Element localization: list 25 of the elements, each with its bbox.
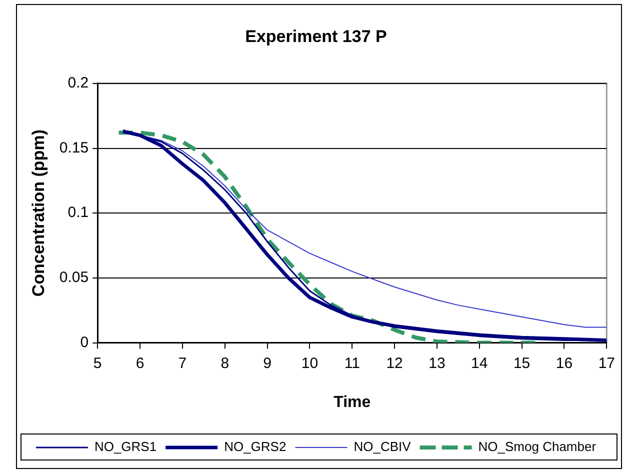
x-tick-label: 17 bbox=[598, 354, 615, 372]
y-tick-label: 0.05 bbox=[59, 269, 89, 286]
y-tick-label: 0.15 bbox=[59, 139, 89, 156]
y-axis-title: Concentration (ppm) bbox=[28, 130, 48, 297]
x-tick-label: 6 bbox=[136, 354, 144, 372]
x-tick-label: 13 bbox=[428, 354, 446, 372]
x-tick-label: 8 bbox=[220, 354, 230, 372]
x-tick-label: 14 bbox=[471, 354, 488, 372]
legend-label: NO_GRS2 bbox=[224, 439, 286, 454]
y-tick-label: 0.2 bbox=[68, 74, 89, 92]
y-tick-label: 0.1 bbox=[68, 204, 89, 222]
x-tick-label: 15 bbox=[513, 354, 530, 372]
legend-label: NO_CBIV bbox=[354, 439, 412, 454]
x-tick-label: 11 bbox=[344, 354, 360, 372]
x-axis-title: Time bbox=[334, 394, 371, 411]
x-tick-label: 16 bbox=[556, 354, 573, 372]
y-tick-label: 0 bbox=[80, 334, 89, 351]
x-tick-label: 5 bbox=[93, 354, 102, 372]
x-tick-label: 10 bbox=[301, 354, 318, 372]
chart-title: Experiment 137 P bbox=[245, 26, 387, 46]
x-tick-label: 12 bbox=[386, 354, 403, 372]
legend-label: NO_GRS1 bbox=[94, 439, 157, 454]
legend-label: NO_Smog Chamber bbox=[478, 439, 597, 454]
x-tick-label: 7 bbox=[178, 354, 187, 372]
x-tick-label: 9 bbox=[263, 354, 272, 372]
